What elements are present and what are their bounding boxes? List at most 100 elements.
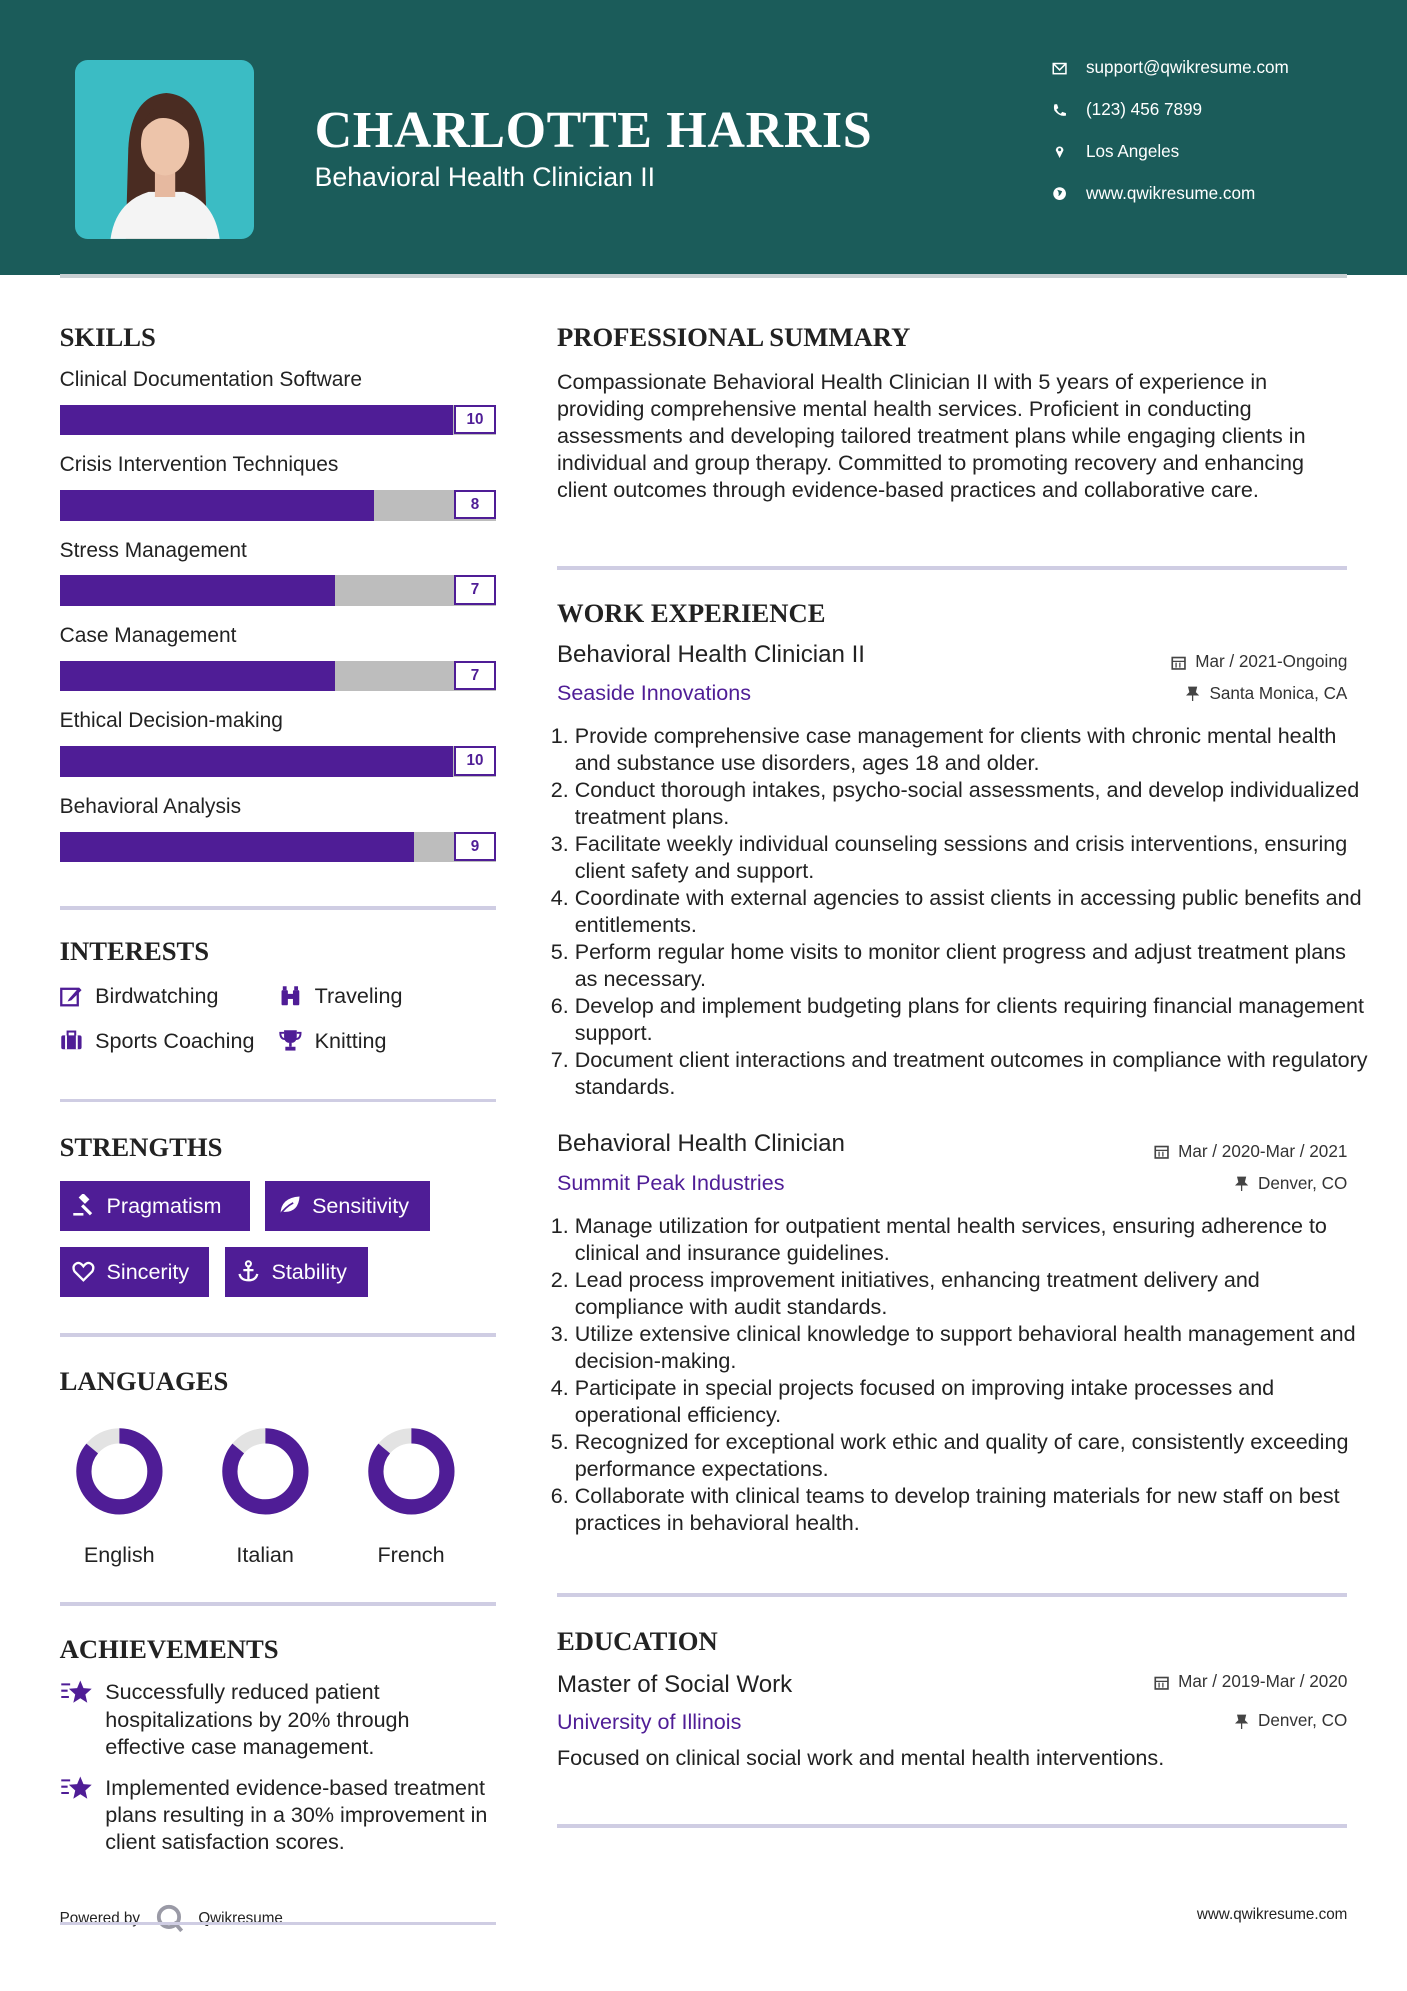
leaf-icon (278, 1197, 300, 1217)
strength-label: Sincerity (106, 1258, 190, 1284)
skill-bar-fill (59, 831, 414, 863)
contact-email[interactable]: support@qwikresume.com (1052, 58, 1289, 78)
strength-label: Sensitivity (312, 1192, 410, 1218)
strength-badge: Stability (224, 1247, 368, 1297)
job-bullet: Document client interactions and treatme… (575, 1046, 1368, 1100)
job-bullet: Develop and implement budgeting plans fo… (575, 992, 1368, 1046)
divider (59, 905, 497, 910)
summary-text: Compassionate Behavioral Health Clinicia… (556, 368, 1306, 502)
contact-text: www.qwikresume.com (1085, 183, 1256, 203)
candidate-title: Behavioral Health Clinician II (314, 162, 656, 193)
job-bullets: Provide comprehensive case management fo… (557, 722, 1368, 1100)
gavel-icon (73, 1194, 93, 1217)
divider (59, 1333, 497, 1338)
strengths-heading: STRENGTHS (59, 1131, 223, 1162)
education-location: Denver, CO (1234, 1711, 1347, 1731)
job-bullet: Recognized for exceptional work ethic an… (575, 1428, 1368, 1482)
pin-icon (1234, 1176, 1249, 1192)
skill-value: 10 (454, 746, 497, 776)
skill-label: Crisis Intervention Techniques (59, 453, 339, 477)
skill-bar-fill (59, 575, 335, 606)
language-donut-fill (76, 1428, 163, 1515)
school: University of Illinois (556, 1708, 742, 1734)
star-icon (60, 1776, 92, 1799)
skill-bar: 10 (59, 746, 497, 777)
divider (59, 1602, 497, 1607)
skill-label: Clinical Documentation Software (59, 367, 362, 391)
education-date: Mar / 2019-Mar / 2020 (1154, 1672, 1347, 1692)
achievement-text: Implemented evidence-based treatment pla… (105, 1774, 488, 1854)
footer-website[interactable]: www.qwikresume.com (1196, 1905, 1348, 1923)
job-bullet: Facilitate weekly individual counseling … (575, 830, 1368, 884)
contact-website[interactable]: www.qwikresume.com (1052, 184, 1255, 204)
job-bullets: Manage utilization for outpatient mental… (557, 1212, 1368, 1536)
star-icon (60, 1681, 92, 1704)
pin-icon (1234, 1714, 1249, 1730)
divider (556, 1593, 1348, 1598)
job-bullet: Participate in special projects focused … (575, 1374, 1368, 1428)
education-description: Focused on clinical social work and ment… (556, 1745, 1165, 1771)
skill-value: 8 (454, 490, 497, 520)
pin-icon (1186, 686, 1200, 702)
divider (59, 1098, 497, 1103)
location-text: Denver, CO (1257, 1173, 1348, 1193)
skill-bar: 9 (59, 831, 497, 863)
language-item: French (348, 1427, 475, 1568)
skill-bar-fill (59, 746, 453, 777)
language-donut (367, 1428, 455, 1515)
strength-badge: Sensitivity (265, 1181, 431, 1231)
language-donut (222, 1428, 309, 1515)
strength-badge: Sincerity (59, 1247, 210, 1297)
candidate-name: CHARLOTTE HARRIS (314, 102, 873, 160)
achievements-heading: ACHIEVEMENTS (59, 1634, 279, 1665)
job-bullet: Coordinate with external agencies to ass… (575, 884, 1368, 938)
powered-by: Powered by Qwikresume (60, 1903, 283, 1933)
envelope-icon (1052, 62, 1067, 75)
job-bullet: Provide comprehensive case management fo… (575, 722, 1368, 776)
degree: Master of Social Work (556, 1670, 793, 1698)
phone-icon (1053, 103, 1066, 116)
contact-phone[interactable]: (123) 456 7899 (1052, 100, 1202, 120)
interest-label: Knitting (314, 1027, 387, 1053)
job-bullet: Conduct thorough intakes, psycho-social … (575, 776, 1368, 830)
job-bullet: Collaborate with clinical teams to devel… (575, 1482, 1368, 1536)
skill-bar: 8 (59, 490, 497, 521)
skills-heading: SKILLS (59, 322, 156, 353)
divider (556, 1824, 1348, 1829)
skill-bar: 10 (59, 404, 497, 436)
globe-icon (1053, 187, 1066, 201)
contact-location: Los Angeles (1052, 142, 1179, 162)
job-date: Mar / 2020-Mar / 2021 (1154, 1142, 1347, 1162)
edit-icon (59, 987, 82, 1007)
language-item: English (56, 1427, 183, 1568)
qwikresume-logo-icon (157, 1904, 184, 1933)
skill-value: 7 (454, 660, 497, 691)
skill-value: 10 (454, 404, 497, 435)
divider (59, 1922, 497, 1925)
job-location: Santa Monica, CA (1185, 684, 1347, 704)
strength-label: Pragmatism (106, 1192, 222, 1218)
language-donut-fill (222, 1428, 309, 1515)
job-date: Mar / 2021-Ongoing (1171, 652, 1347, 672)
header-divider (59, 274, 1348, 278)
skill-bar-fill (59, 660, 335, 692)
company: Seaside Innovations (556, 680, 752, 706)
binoculars-icon (281, 986, 300, 1006)
date-text: Mar / 2021-Ongoing (1195, 652, 1348, 672)
contact-text: Los Angeles (1085, 142, 1180, 162)
job-location: Denver, CO (1234, 1174, 1347, 1194)
skill-bar: 7 (59, 660, 497, 692)
job-bullet: Manage utilization for outpatient mental… (575, 1212, 1368, 1266)
skill-bar-fill (59, 490, 375, 521)
date-text: Mar / 2019-Mar / 2020 (1178, 1672, 1348, 1692)
interest-item: Sports Coaching (60, 1028, 254, 1054)
interest-item: Traveling (279, 983, 402, 1009)
experience-heading: WORK EXPERIENCE (556, 597, 826, 628)
language-label: French (377, 1542, 445, 1568)
skill-label: Behavioral Analysis (59, 794, 242, 818)
language-donut (76, 1428, 163, 1515)
job-bullet: Lead process improvement initiatives, en… (575, 1266, 1368, 1320)
interest-label: Traveling (314, 983, 403, 1009)
achievement-text: Successfully reduced patient hospitaliza… (105, 1679, 410, 1759)
language-label: English (83, 1542, 155, 1568)
